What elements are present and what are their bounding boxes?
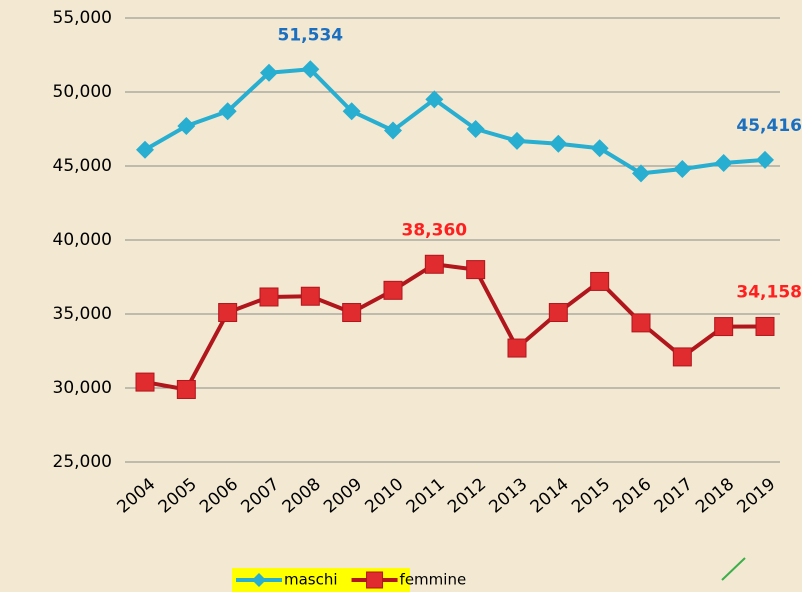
marker bbox=[425, 90, 444, 109]
legend-marker bbox=[366, 571, 384, 589]
marker bbox=[755, 316, 775, 336]
x-tick-label: 2013 bbox=[485, 474, 531, 517]
marker bbox=[259, 287, 279, 307]
legend-label: femmine bbox=[400, 571, 467, 589]
y-tick-label: 50,000 bbox=[53, 82, 112, 102]
marker bbox=[590, 271, 610, 291]
marker bbox=[714, 154, 733, 173]
y-tick-label: 45,000 bbox=[53, 156, 112, 176]
marker bbox=[632, 164, 650, 183]
marker bbox=[384, 121, 402, 140]
marker bbox=[260, 63, 278, 82]
legend-marker bbox=[252, 573, 266, 587]
data-label: 38,360 bbox=[402, 220, 468, 240]
marker bbox=[507, 338, 527, 358]
x-tick-label: 2015 bbox=[568, 474, 614, 517]
x-tick-label: 2010 bbox=[361, 474, 407, 517]
x-tick-label: 2005 bbox=[155, 474, 201, 517]
marker bbox=[548, 303, 568, 323]
marker bbox=[508, 131, 526, 150]
data-label: 34,158 bbox=[736, 282, 802, 302]
x-tick-label: 2014 bbox=[527, 474, 573, 517]
series-line bbox=[144, 262, 766, 392]
marker bbox=[673, 159, 692, 178]
marker bbox=[549, 134, 568, 153]
marker bbox=[342, 102, 361, 121]
marker bbox=[466, 120, 485, 138]
marker bbox=[136, 140, 154, 159]
marker bbox=[714, 317, 734, 337]
x-tick-label: 2017 bbox=[651, 474, 697, 517]
x-tick-label: 2009 bbox=[320, 474, 366, 517]
y-tick-label: 40,000 bbox=[53, 230, 112, 250]
marker bbox=[383, 280, 403, 300]
marker bbox=[424, 254, 444, 274]
x-tick-label: 2006 bbox=[196, 474, 242, 517]
x-tick-label: 2016 bbox=[609, 474, 655, 517]
marker bbox=[631, 313, 651, 333]
marker bbox=[218, 303, 238, 323]
marker bbox=[466, 260, 486, 280]
x-tick-label: 2018 bbox=[692, 474, 738, 517]
series-line bbox=[144, 67, 766, 176]
marker bbox=[672, 347, 692, 367]
y-tick-label: 35,000 bbox=[53, 304, 112, 324]
marker bbox=[342, 303, 362, 323]
data-label: 51,534 bbox=[278, 25, 344, 45]
marker bbox=[176, 379, 196, 399]
marker bbox=[756, 150, 774, 169]
marker bbox=[135, 372, 155, 392]
marker bbox=[300, 286, 320, 306]
marker bbox=[218, 102, 237, 121]
decoration bbox=[721, 557, 746, 581]
x-tick-label: 2011 bbox=[403, 474, 449, 517]
y-tick-label: 25,000 bbox=[53, 452, 112, 472]
x-tick-label: 2019 bbox=[733, 474, 779, 517]
x-tick-label: 2004 bbox=[113, 474, 159, 517]
x-tick-label: 2012 bbox=[444, 474, 490, 517]
marker bbox=[590, 139, 609, 158]
data-label: 45,416 bbox=[736, 116, 802, 136]
x-tick-label: 2008 bbox=[279, 474, 325, 517]
marker bbox=[301, 60, 320, 79]
legend-label: maschi bbox=[284, 571, 338, 589]
marker bbox=[177, 117, 196, 136]
y-tick-label: 30,000 bbox=[53, 378, 112, 398]
x-tick-label: 2007 bbox=[237, 474, 283, 517]
y-tick-label: 55,000 bbox=[53, 8, 112, 28]
